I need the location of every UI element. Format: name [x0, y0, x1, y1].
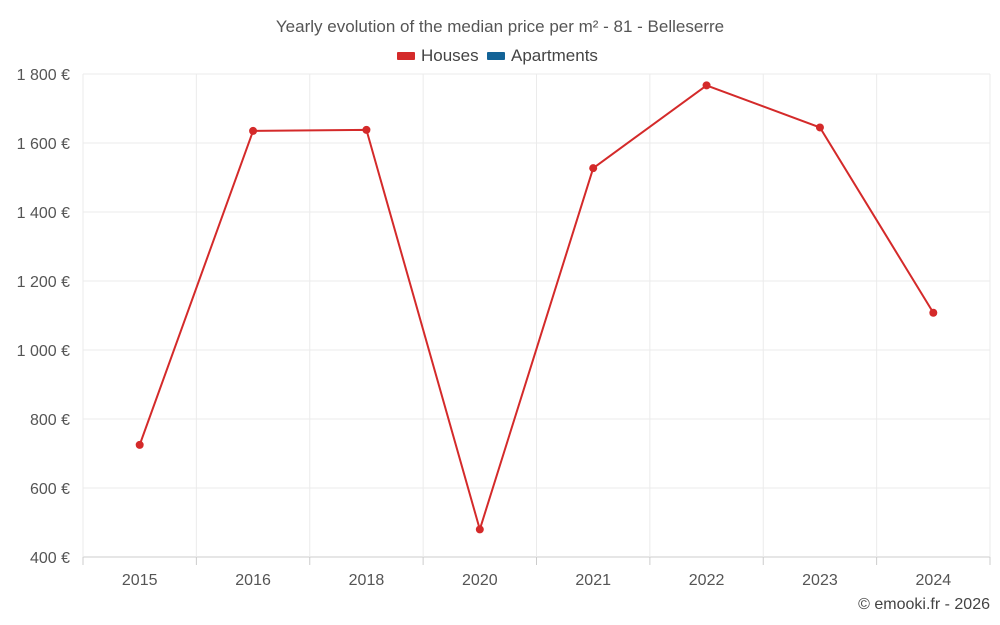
x-tick-label: 2016: [235, 572, 271, 589]
legend-swatch: [397, 52, 415, 60]
x-tick-label: 2015: [122, 572, 158, 589]
data-point[interactable]: [362, 125, 371, 134]
y-tick-label: 400 €: [30, 550, 70, 567]
x-tick-label: 2018: [349, 572, 385, 589]
legend: Houses Apartments: [397, 46, 598, 65]
legend-label: Apartments: [511, 46, 598, 65]
data-point[interactable]: [702, 81, 711, 90]
x-tick-label: 2024: [916, 572, 952, 589]
data-point[interactable]: [249, 126, 258, 135]
x-tick-label: 2022: [689, 572, 725, 589]
y-tick-label: 1 200 €: [17, 274, 70, 291]
data-point[interactable]: [589, 164, 598, 173]
data-point[interactable]: [475, 525, 484, 534]
x-axis: 2015 2016 2018 2020 2021 2022 2023 2024: [82, 557, 991, 589]
y-tick-label: 1 600 €: [17, 136, 70, 153]
y-tick-label: 1 800 €: [17, 67, 70, 84]
data-point[interactable]: [135, 440, 144, 449]
legend-item-houses[interactable]: Houses: [397, 46, 479, 65]
x-tick-label: 2020: [462, 572, 498, 589]
data-point[interactable]: [929, 308, 938, 317]
y-tick-label: 1 000 €: [17, 343, 70, 360]
legend-swatch: [487, 52, 505, 60]
series-layer: [135, 81, 938, 534]
y-axis: 400 € 600 € 800 € 1 000 € 1 200 € 1 400 € 1 60…: [17, 67, 70, 567]
y-tick-label: 800 €: [30, 412, 70, 429]
x-tick-label: 2023: [802, 572, 838, 589]
series-line-houses: [138, 84, 935, 531]
y-tick-label: 1 400 €: [17, 205, 70, 222]
y-tick-label: 600 €: [30, 481, 70, 498]
chart-title: Yearly evolution of the median price per…: [276, 17, 724, 36]
credit-text: © emooki.fr - 2026: [858, 596, 990, 613]
legend-item-apartments[interactable]: Apartments: [487, 46, 598, 65]
legend-label: Houses: [421, 46, 479, 65]
x-tick-label: 2021: [575, 572, 611, 589]
grid: [82, 73, 991, 558]
data-point[interactable]: [815, 123, 824, 132]
